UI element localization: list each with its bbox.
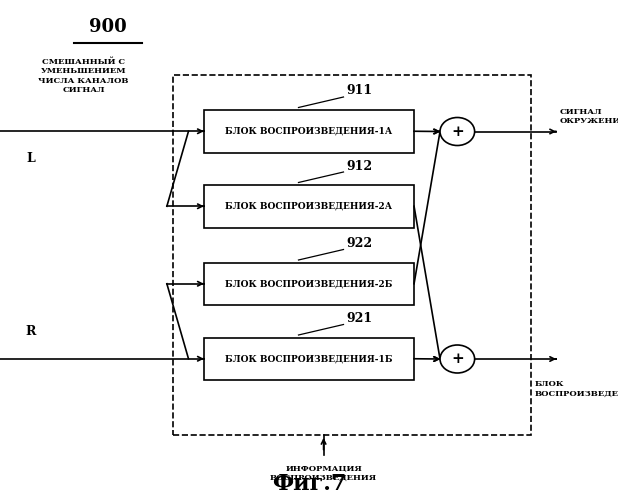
Circle shape [440,345,475,373]
Text: 921: 921 [347,312,373,325]
Text: Фиг.7: Фиг.7 [272,473,346,495]
Bar [204,262,414,305]
Text: R: R [26,325,36,338]
Text: БЛОК
ВОСПРОИЗВЕДЕНИЯ: БЛОК ВОСПРОИЗВЕДЕНИЯ [535,380,618,398]
Text: СМЕШАННЫЙ С
УМЕНЬШЕНИЕМ
ЧИСЛА КАНАЛОВ
СИГНАЛ: СМЕШАННЫЙ С УМЕНЬШЕНИЕМ ЧИСЛА КАНАЛОВ СИ… [38,58,129,94]
Text: СИГНАЛ
ОКРУЖЕНИЯ: СИГНАЛ ОКРУЖЕНИЯ [559,108,618,125]
Text: +: + [451,124,464,138]
Text: 911: 911 [347,84,373,98]
Circle shape [440,118,475,146]
Text: БЛОК ВОСПРОИЗВЕДЕНИЯ-2Б: БЛОК ВОСПРОИЗВЕДЕНИЯ-2Б [226,279,392,288]
Text: БЛОК ВОСПРОИЗВЕДЕНИЯ-1Б: БЛОК ВОСПРОИЗВЕДЕНИЯ-1Б [225,354,393,363]
Text: ИНФОРМАЦИЯ
ВОСПРОИЗВЕДЕНИЯ: ИНФОРМАЦИЯ ВОСПРОИЗВЕДЕНИЯ [270,465,377,482]
Bar [204,185,414,228]
Text: 912: 912 [347,160,373,172]
Bar [204,338,414,380]
Bar [173,75,531,435]
Text: 922: 922 [347,237,373,250]
Text: L: L [27,152,35,166]
Text: 900: 900 [89,18,127,36]
Text: БЛОК ВОСПРОИЗВЕДЕНИЯ-1А: БЛОК ВОСПРОИЗВЕДЕНИЯ-1А [226,127,392,136]
Bar [204,110,414,152]
Text: БЛОК ВОСПРОИЗВЕДЕНИЯ-2А: БЛОК ВОСПРОИЗВЕДЕНИЯ-2А [226,202,392,211]
Text: +: + [451,352,464,366]
